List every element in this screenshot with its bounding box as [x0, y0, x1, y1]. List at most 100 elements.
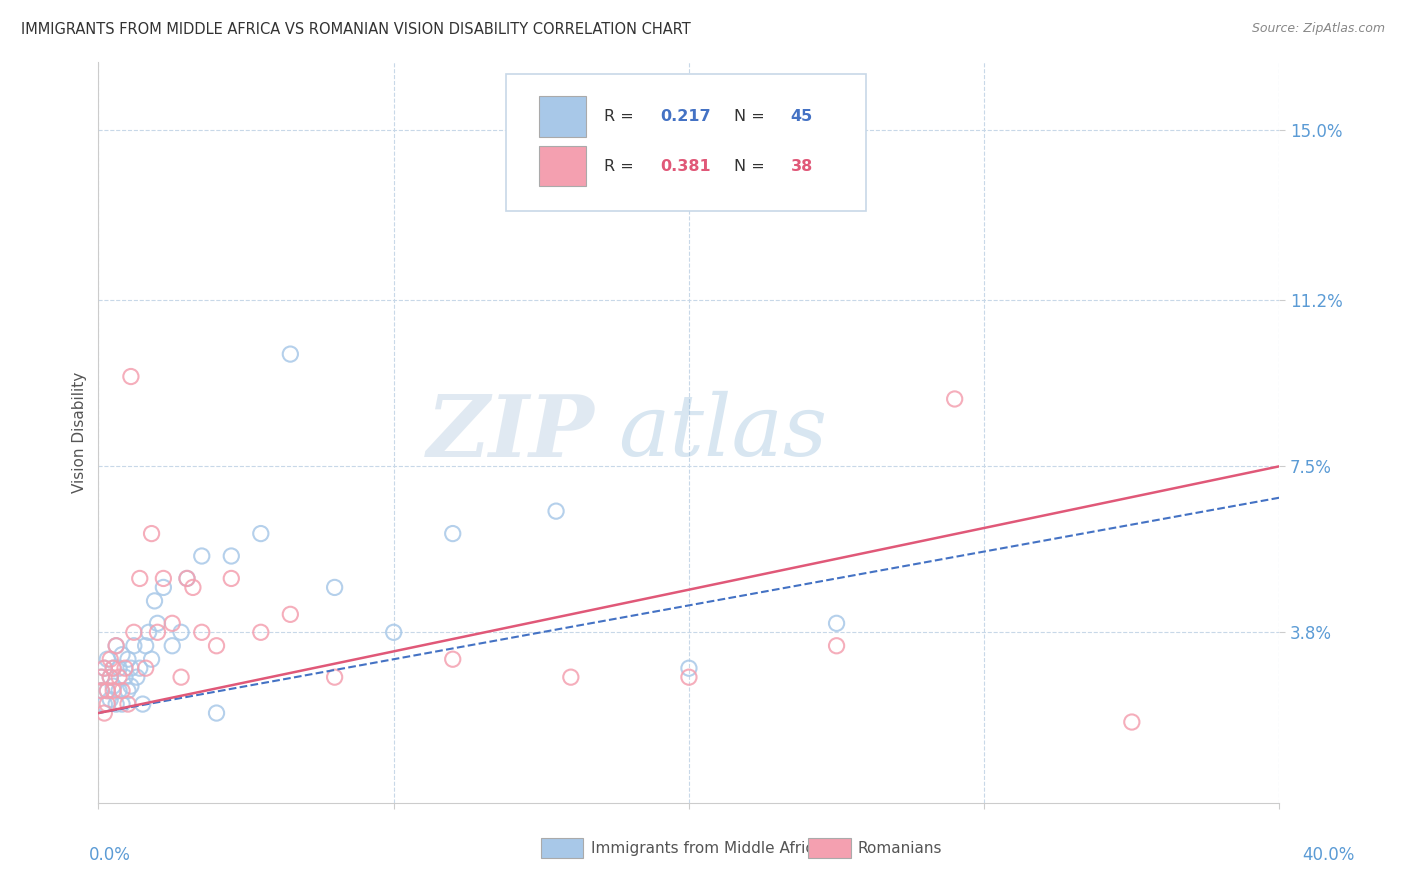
Text: 45: 45 — [790, 109, 813, 124]
Point — [125, 670, 148, 684]
Point — [141, 526, 163, 541]
Point — [105, 639, 128, 653]
Point — [678, 661, 700, 675]
Point — [105, 639, 128, 653]
Point — [191, 625, 214, 640]
Point — [152, 571, 174, 585]
Point — [205, 639, 228, 653]
Point — [103, 661, 125, 675]
FancyBboxPatch shape — [506, 73, 866, 211]
Point — [132, 697, 155, 711]
Bar — [538, 145, 586, 186]
Text: 0.0%: 0.0% — [89, 846, 131, 863]
Text: atlas: atlas — [619, 392, 827, 474]
Point — [117, 652, 139, 666]
Point — [90, 670, 112, 684]
Point — [170, 625, 193, 640]
Text: Immigrants from Middle Africa: Immigrants from Middle Africa — [591, 841, 823, 855]
Point — [96, 683, 118, 698]
Point — [152, 581, 174, 595]
Text: IMMIGRANTS FROM MIDDLE AFRICA VS ROMANIAN VISION DISABILITY CORRELATION CHART: IMMIGRANTS FROM MIDDLE AFRICA VS ROMANIA… — [21, 22, 690, 37]
Point — [135, 639, 157, 653]
Point — [546, 504, 568, 518]
Point — [250, 526, 273, 541]
Point — [117, 697, 139, 711]
Point — [825, 616, 848, 631]
Point — [191, 549, 214, 563]
Point — [382, 625, 405, 640]
Point — [96, 697, 118, 711]
Point — [98, 670, 121, 684]
Text: Source: ZipAtlas.com: Source: ZipAtlas.com — [1251, 22, 1385, 36]
Y-axis label: Vision Disability: Vision Disability — [72, 372, 87, 493]
Point — [103, 679, 125, 693]
Point — [323, 581, 346, 595]
Point — [120, 661, 142, 675]
Point — [170, 670, 193, 684]
Point — [103, 683, 125, 698]
Point — [560, 670, 582, 684]
Point — [93, 706, 115, 720]
Point — [103, 661, 125, 675]
Text: R =: R = — [605, 109, 638, 124]
Point — [114, 661, 136, 675]
Point — [98, 692, 121, 706]
Point — [250, 625, 273, 640]
Point — [93, 661, 115, 675]
Point — [96, 683, 118, 698]
Point — [93, 697, 115, 711]
Text: 0.217: 0.217 — [661, 109, 711, 124]
Point — [120, 369, 142, 384]
Point — [146, 616, 169, 631]
Text: R =: R = — [605, 159, 638, 174]
Point — [162, 639, 183, 653]
Point — [176, 571, 198, 585]
Point — [825, 639, 848, 653]
Point — [93, 661, 115, 675]
Bar — [538, 96, 586, 136]
Point — [441, 526, 464, 541]
Point — [120, 679, 142, 693]
Text: 0.381: 0.381 — [661, 159, 711, 174]
Point — [111, 683, 134, 698]
Point — [221, 571, 243, 585]
Point — [323, 670, 346, 684]
Text: N =: N = — [734, 159, 769, 174]
Point — [146, 625, 169, 640]
Point — [90, 670, 112, 684]
Point — [117, 683, 139, 698]
Point — [90, 683, 112, 698]
Point — [221, 549, 243, 563]
Point — [122, 639, 145, 653]
Point — [114, 670, 136, 684]
Point — [441, 652, 464, 666]
Point — [96, 652, 118, 666]
Text: 38: 38 — [790, 159, 813, 174]
Point — [108, 683, 131, 698]
Point — [98, 670, 121, 684]
Point — [135, 661, 157, 675]
Point — [105, 697, 128, 711]
Point — [1121, 714, 1143, 729]
Point — [678, 670, 700, 684]
Point — [181, 581, 204, 595]
Text: ZIP: ZIP — [426, 391, 595, 475]
Point — [128, 661, 150, 675]
Point — [111, 697, 134, 711]
Point — [90, 683, 112, 698]
Point — [143, 594, 166, 608]
Point — [111, 648, 134, 662]
Point — [280, 347, 302, 361]
Point — [943, 392, 966, 406]
Point — [280, 607, 302, 622]
Point — [98, 652, 121, 666]
Point — [122, 625, 145, 640]
Text: 40.0%: 40.0% — [1302, 846, 1355, 863]
Point — [138, 625, 160, 640]
Text: Romanians: Romanians — [858, 841, 942, 855]
Point — [162, 616, 183, 631]
Point — [205, 706, 228, 720]
Point — [176, 571, 198, 585]
Point — [108, 661, 131, 675]
Point — [141, 652, 163, 666]
